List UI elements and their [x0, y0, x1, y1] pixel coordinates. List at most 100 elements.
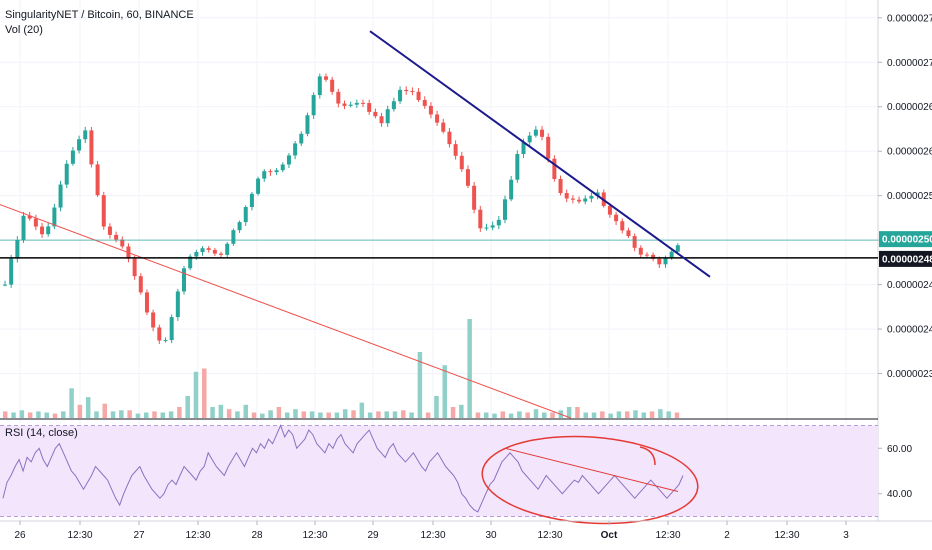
- volume-bar: [583, 412, 588, 418]
- candle: [64, 163, 69, 185]
- candle: [404, 89, 409, 92]
- candle: [540, 129, 545, 137]
- candle: [416, 91, 421, 100]
- volume-bar: [152, 411, 157, 418]
- candle: [305, 115, 310, 134]
- candle: [577, 199, 582, 202]
- volume-bar: [376, 411, 381, 418]
- candle: [607, 205, 612, 215]
- candle: [132, 258, 137, 277]
- candle: [441, 122, 446, 132]
- volume-bar: [674, 412, 680, 418]
- volume-bar: [326, 412, 331, 418]
- last-price-tag-bg: [879, 231, 932, 248]
- price-tick-label: 0.00000235: [887, 369, 932, 380]
- candle: [552, 158, 557, 179]
- volume-bar: [492, 413, 497, 418]
- time-tick-label: 3: [843, 530, 849, 541]
- candle: [52, 207, 57, 227]
- rsi-divergence-line: [504, 447, 679, 492]
- candle: [46, 226, 51, 235]
- volume-bar: [533, 409, 539, 418]
- candle: [515, 154, 520, 180]
- volume-bar: [168, 411, 174, 418]
- volume-bar: [409, 412, 414, 418]
- candle: [496, 219, 501, 226]
- candle: [589, 195, 594, 199]
- candle: [546, 136, 551, 159]
- candle: [669, 251, 674, 258]
- candle: [194, 252, 199, 257]
- candle: [237, 222, 242, 231]
- volume-bar: [517, 411, 522, 418]
- volume-bar: [135, 413, 141, 418]
- candle: [391, 101, 396, 110]
- volume-bar: [343, 409, 348, 418]
- volume-bar: [624, 411, 630, 418]
- volume-bar: [3, 411, 8, 418]
- candle: [348, 104, 353, 106]
- candle: [70, 150, 75, 164]
- candle: [144, 292, 149, 313]
- support-level-tag: 0.00000248: [882, 254, 932, 265]
- volume-bar: [69, 388, 74, 418]
- candle: [138, 276, 143, 293]
- volume-bar: [94, 411, 99, 418]
- volume-bar: [160, 412, 166, 418]
- candle: [286, 155, 291, 165]
- volume-bar: [475, 412, 481, 418]
- volume-bar: [450, 407, 456, 418]
- volume-bar: [525, 412, 530, 418]
- candle: [15, 239, 20, 259]
- volume-bar: [351, 410, 356, 418]
- candle: [107, 226, 112, 235]
- candle: [219, 253, 224, 255]
- volume-bar: [600, 411, 605, 418]
- volume-bar: [77, 404, 83, 418]
- candle: [614, 214, 619, 222]
- candle: [336, 91, 341, 104]
- time-tick-label: 12:30: [655, 530, 680, 541]
- volume-bar: [235, 411, 240, 418]
- volume-bar: [566, 407, 572, 418]
- time-tick-label: 12:30: [420, 530, 445, 541]
- candle: [570, 198, 575, 200]
- candle: [379, 116, 384, 124]
- candle: [626, 230, 631, 237]
- rsi-line: [2, 424, 684, 513]
- candle: [533, 129, 538, 136]
- volume-bar: [260, 413, 265, 418]
- candle: [231, 230, 236, 244]
- candle: [453, 144, 458, 156]
- volume-bar: [218, 404, 224, 418]
- volume-bar: [210, 407, 215, 418]
- volume-bar: [608, 413, 613, 418]
- volume-bar: [284, 412, 290, 418]
- candle: [77, 139, 82, 151]
- candle: [33, 218, 38, 227]
- volume-bar: [226, 409, 232, 418]
- candle: [428, 105, 433, 115]
- candle: [361, 102, 366, 104]
- candle: [200, 248, 205, 253]
- volume-bar: [102, 403, 108, 418]
- volume-bar: [276, 407, 282, 418]
- volume-bar: [185, 396, 190, 418]
- candle: [367, 103, 372, 112]
- volume-bar: [459, 404, 464, 418]
- volume-bar: [542, 412, 547, 418]
- time-tick-label: 12:30: [537, 530, 562, 541]
- rsi-annotation-arc: [639, 446, 656, 466]
- time-tick-label: 26: [14, 530, 26, 541]
- volume-bar: [85, 397, 91, 418]
- volume-bar: [202, 368, 207, 418]
- time-tick-label: 12:30: [67, 530, 92, 541]
- price-tick-label: 0.00000275: [887, 13, 932, 24]
- volume-bar: [649, 411, 655, 418]
- volume-bar: [127, 410, 132, 418]
- candle: [644, 254, 649, 256]
- volume-bar: [500, 411, 506, 418]
- candle: [262, 171, 267, 179]
- candle: [558, 178, 563, 194]
